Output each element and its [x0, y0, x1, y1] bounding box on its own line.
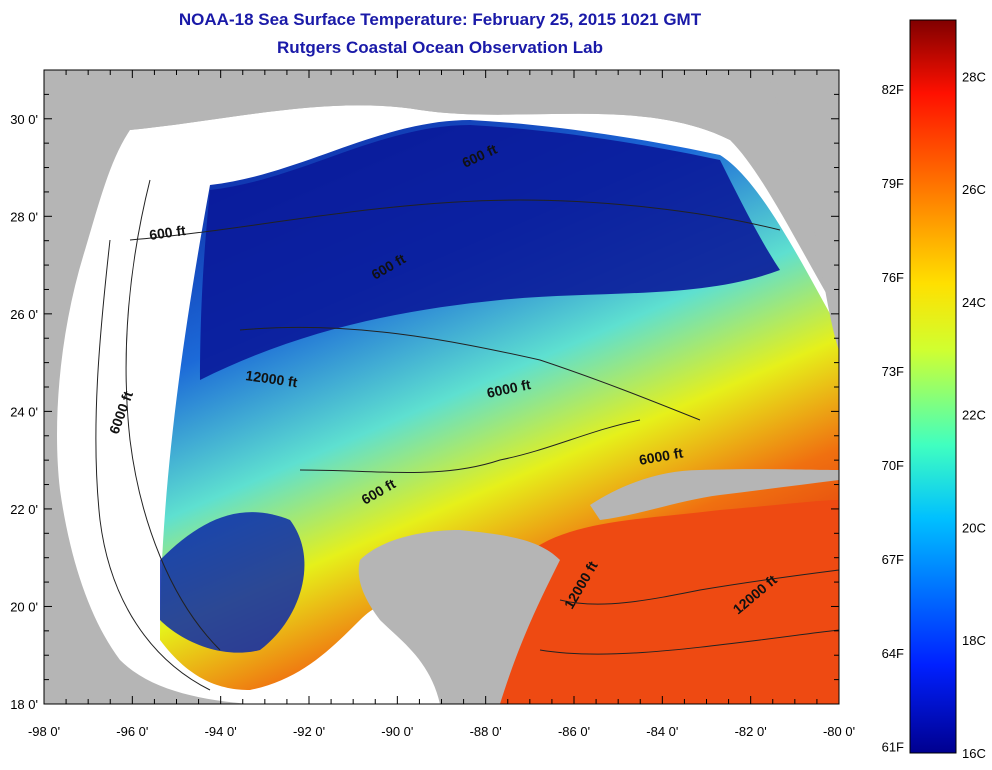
- yucatan-land: [358, 530, 560, 704]
- colorbar-f-label: 70F: [882, 458, 904, 473]
- colorbar-f-label: 64F: [882, 646, 904, 661]
- lon-tick-label: -86 0': [558, 724, 590, 739]
- contour-600ft-south: [299, 419, 641, 473]
- colorbar-fahrenheit-labels: 82F 79F 76F 73F 70F 67F 64F 61F: [882, 82, 904, 755]
- lon-tick-label: -82 0': [735, 724, 767, 739]
- lon-tick-label: -84 0': [646, 724, 678, 739]
- colorbar-c-label: 16C: [962, 746, 986, 761]
- colorbar-c-label: 22C: [962, 408, 986, 423]
- contour-6000ft-carib: [539, 629, 839, 655]
- warm-water-region: [492, 500, 839, 704]
- latitude-axis: 18 0' 20 0' 22 0' 24 0' 26 0' 28 0' 30 0': [10, 69, 839, 712]
- contour-600ft-north: [129, 199, 781, 241]
- lat-tick-label: 22 0': [10, 502, 38, 517]
- cold-patch: [160, 512, 305, 653]
- contour-12000ft-carib: [559, 569, 839, 605]
- colorbar-c-label: 26C: [962, 182, 986, 197]
- temperature-colorbar: [909, 19, 957, 754]
- contour-label-12000ft-1: 12000 ft: [245, 367, 299, 390]
- lon-tick-label: -98 0': [28, 724, 60, 739]
- lon-tick-label: -80 0': [823, 724, 855, 739]
- map-title: NOAA-18 Sea Surface Temperature: Februar…: [178, 10, 702, 29]
- colorbar-c-label: 20C: [962, 520, 986, 535]
- contour-6000ft-central: [239, 326, 701, 421]
- colorbar-f-label: 82F: [882, 82, 904, 97]
- colorbar-c-label: 28C: [962, 69, 986, 84]
- contour-label-600ft-1: 600 ft: [148, 222, 187, 243]
- colorbar-f-label: 67F: [882, 552, 904, 567]
- florida-land: [770, 70, 839, 350]
- lat-tick-label: 28 0': [10, 209, 38, 224]
- map-subtitle: Rutgers Coastal Ocean Observation Lab: [277, 38, 603, 57]
- colorbar-celsius-labels: 28C 26C 24C 22C 20C 18C 16C: [962, 69, 986, 761]
- colorbar-f-label: 61F: [882, 740, 904, 755]
- lat-tick-label: 24 0': [10, 404, 38, 419]
- cuba-land: [590, 469, 839, 520]
- lat-tick-label: 20 0': [10, 599, 38, 614]
- contour-6000ft-west: [95, 239, 211, 691]
- colorbar-c-label: 18C: [962, 633, 986, 648]
- contour-label-6000ft-3: 6000 ft: [638, 444, 685, 468]
- us-gulf-coast-land: [44, 70, 730, 140]
- lon-tick-label: -90 0': [381, 724, 413, 739]
- lon-tick-label: -92 0': [293, 724, 325, 739]
- contour-600ft-west: [125, 179, 221, 651]
- colorbar-f-label: 79F: [882, 176, 904, 191]
- colorbar-f-label: 73F: [882, 364, 904, 379]
- lat-tick-label: 18 0': [10, 697, 38, 712]
- colorbar-c-label: 24C: [962, 295, 986, 310]
- lat-tick-label: 26 0': [10, 307, 38, 322]
- lon-tick-label: -96 0': [116, 724, 148, 739]
- lon-tick-label: -94 0': [205, 724, 237, 739]
- longitude-axis: -98 0' -96 0' -94 0' -92 0' -90 0' -88 0' -86 …: [28, 70, 855, 739]
- cold-water-region: [200, 125, 780, 380]
- lat-tick-label: 30 0': [10, 112, 38, 127]
- colorbar-f-label: 76F: [882, 270, 904, 285]
- lon-tick-label: -88 0': [470, 724, 502, 739]
